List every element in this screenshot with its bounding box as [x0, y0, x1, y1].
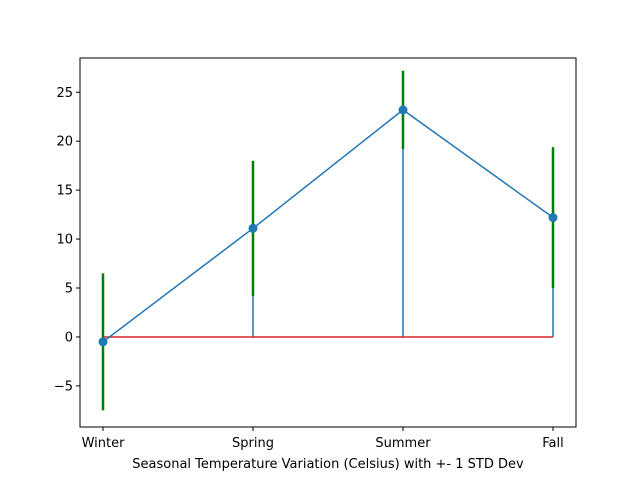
- data-point-2: [398, 105, 408, 115]
- plot-frame: [79, 57, 577, 428]
- series-line-group: [102, 108, 554, 343]
- x-tick-label-0: Winter: [82, 436, 126, 451]
- markers-group: [98, 105, 558, 347]
- y-tick-label-0: −5: [54, 379, 73, 394]
- series-line: [102, 108, 554, 343]
- y-tick-label-6: 25: [56, 86, 73, 101]
- x-tick-label-2: Summer: [375, 436, 431, 451]
- y-tick-label-2: 5: [65, 282, 73, 297]
- x-axis: Winter Spring Summer Fall: [82, 427, 564, 451]
- data-point-0: [98, 337, 108, 347]
- y-axis: −5 0 5 10 15 20 25: [54, 86, 80, 394]
- data-point-3: [548, 213, 558, 223]
- data-point-1: [248, 223, 258, 233]
- y-tick-label-4: 15: [56, 184, 73, 199]
- x-tick-label-3: Fall: [542, 436, 563, 451]
- y-tick-label-1: 0: [65, 330, 73, 345]
- y-tick-label-5: 20: [56, 135, 73, 150]
- x-axis-label: Seasonal Temperature Variation (Celsius)…: [132, 457, 524, 472]
- x-tick-label-1: Spring: [232, 436, 274, 451]
- y-tick-label-3: 10: [56, 233, 73, 248]
